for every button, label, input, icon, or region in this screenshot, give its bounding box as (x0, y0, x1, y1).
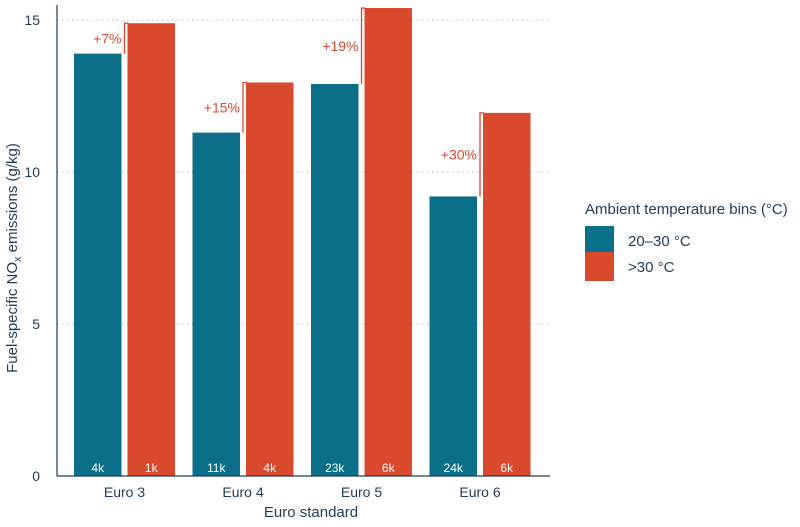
y-tick-label: 0 (32, 468, 40, 484)
bar-20-30 (192, 132, 240, 477)
y-axis-title-tail: emissions (g/kg) (4, 143, 21, 256)
bar-20-30 (311, 84, 359, 476)
y-tick-label: 5 (32, 316, 40, 332)
legend: Ambient temperature bins (°C) 20–30 °C >… (585, 201, 788, 281)
bar-over-30 (364, 8, 412, 477)
increase-label: +15% (204, 100, 240, 116)
count-label: 11k (207, 461, 226, 475)
increase-label: +19% (322, 38, 358, 54)
count-label: 23k (325, 461, 345, 475)
axes: 0 5 10 15 Euro 3 Euro 4 Euro 5 Euro 6 (24, 5, 550, 500)
annotations: +7% +15% +19% +30% (93, 7, 484, 197)
y-tick-label: 10 (24, 164, 40, 180)
count-label: 1k (145, 461, 159, 475)
legend-label-over-30: >30 °C (628, 259, 675, 276)
increase-bracket (242, 81, 247, 133)
count-label: 4k (91, 461, 105, 475)
count-label: 6k (500, 461, 514, 475)
bar-over-30 (246, 82, 294, 477)
increase-label: +7% (93, 30, 121, 46)
bars: 4k 1k 11k 4k 23k 6k 24k 6k (74, 8, 531, 477)
x-axis-title: Euro standard (264, 504, 358, 521)
y-axis-title-main: Fuel-specific NO (4, 262, 21, 373)
count-label: 24k (444, 461, 464, 475)
y-axis-title-subscript: x (12, 256, 24, 262)
bar-over-30 (483, 112, 531, 476)
x-tick-label: Euro 3 (104, 484, 145, 500)
x-tick-label: Euro 6 (459, 484, 500, 500)
legend-title: Ambient temperature bins (°C) (585, 201, 788, 218)
y-axis-title: Fuel-specific NOx emissions (g/kg) (4, 143, 24, 373)
legend-swatch-20-30 (585, 226, 614, 255)
legend-swatch-over-30 (585, 252, 614, 281)
x-tick-label: Euro 5 (341, 484, 382, 500)
increase-bracket (479, 112, 484, 197)
increase-label: +30% (441, 147, 477, 163)
count-label: 4k (263, 461, 277, 475)
legend-label-20-30: 20–30 °C (628, 233, 691, 250)
y-tick-label: 15 (24, 12, 40, 28)
count-label: 6k (382, 461, 396, 475)
bar-20-30 (74, 53, 122, 476)
bar-over-30 (127, 23, 175, 476)
increase-bracket (123, 22, 129, 54)
x-tick-label: Euro 4 (222, 484, 263, 500)
bar-20-30 (429, 196, 477, 476)
increase-bracket (360, 7, 366, 85)
